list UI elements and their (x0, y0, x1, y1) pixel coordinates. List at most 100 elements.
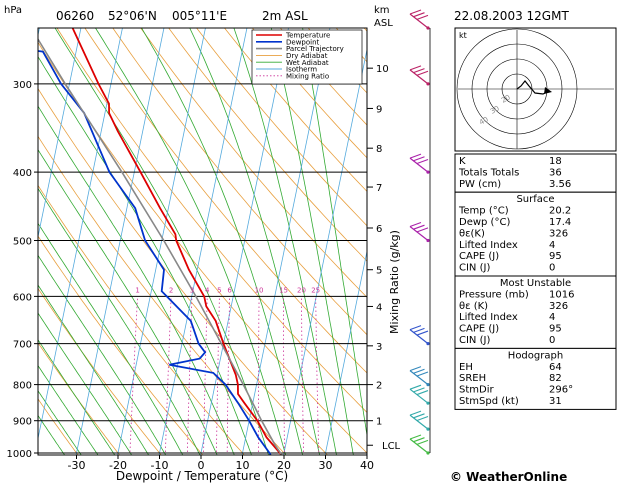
indices-top-row-value: 36 (549, 167, 562, 178)
height-tick-label: 1 (376, 417, 382, 428)
wind-barb (409, 221, 430, 243)
wet-adiabat-line (302, 28, 367, 438)
temperature-axis: -30 -20 -10 0 10 20 30 40 (68, 455, 374, 472)
wind-barb-base (426, 82, 430, 86)
series-parcel-trajectory (38, 37, 283, 455)
dry-adiabats (38, 28, 367, 455)
most-unstable-title: Most Unstable (500, 278, 571, 289)
wind-barb-feather (409, 9, 422, 15)
wind-barb-feather (409, 384, 422, 390)
temperature-tick-label: -20 (109, 459, 127, 472)
wet-adiabat-line (38, 312, 133, 455)
wet-adiabat-line (38, 364, 99, 455)
wet-adiabat-line (38, 414, 66, 455)
wet-adiabat-line (38, 222, 184, 455)
wind-barb-feather (416, 390, 429, 396)
hodograph-trace (516, 80, 550, 95)
dry-adiabat-line (38, 342, 121, 455)
isotherm-line (0, 15, 1, 467)
wind-barb-feather (409, 221, 422, 228)
series-dewpoint (38, 50, 272, 455)
height-tick-label: 9 (376, 104, 382, 115)
temperature-tick-label: 20 (277, 459, 291, 472)
isotherm-line (200, 28, 289, 455)
wind-barb-staff (409, 69, 429, 85)
most-unstable-box (454, 275, 617, 349)
surface-row-value: 4 (549, 240, 555, 251)
indices-top-row-label: PW (cm) (459, 179, 501, 190)
wind-barb-feather (416, 227, 429, 233)
mixing-ratio-axis-label: Mixing Ratio (g/kg) (388, 230, 401, 334)
surface-row-value: 0 (549, 263, 555, 274)
height-axis: 10 9 8 7 6 5 4 3 2 1 LCL (367, 64, 401, 452)
station-elevation: 2m ASL (262, 9, 308, 23)
isotherm-line (38, 28, 123, 441)
wind-barb-feather (413, 327, 425, 333)
hodograph-frame (454, 27, 617, 152)
wind-barb-feather (413, 12, 425, 18)
height-tick-label: 3 (376, 342, 382, 353)
plot-background (38, 28, 367, 455)
wind-barb-staff (409, 226, 429, 241)
most-unstable-row-value: 95 (549, 324, 562, 335)
height-tick-label: 2 (376, 381, 382, 392)
legend-label: Dry Adiabat (286, 52, 328, 60)
dry-adiabat-line (38, 87, 328, 455)
height-unit-bottom: ASL (374, 18, 393, 29)
wet-adiabat-line (38, 390, 82, 455)
surface-row-label: CAPE (J) (459, 251, 499, 262)
wind-barb-feather (409, 65, 422, 71)
wet-adiabats (38, 28, 367, 455)
wind-barb (409, 325, 430, 346)
wind-barb-base (426, 170, 430, 174)
isobars (38, 83, 367, 454)
pressure-tick-label: 1000 (7, 449, 32, 460)
wind-barb-feather (413, 156, 425, 162)
dry-adiabat-line (56, 28, 367, 413)
surface-row-value: 20.2 (549, 206, 571, 217)
wind-barb (409, 153, 430, 174)
wind-barb-base (426, 342, 430, 346)
wind-barb-feather (409, 434, 422, 440)
most-unstable-row-label: θε (K) (459, 301, 488, 312)
wind-barb-staff (409, 388, 429, 404)
isotherm-line (324, 249, 367, 455)
mixing-ratio-label: 1 (135, 286, 139, 294)
surface-row-label: Temp (°C) (458, 206, 509, 217)
most-unstable-row-label: Pressure (mb) (459, 289, 529, 300)
dry-adiabat-line (38, 41, 367, 454)
dry-adiabat-line (196, 28, 367, 227)
hodograph-params-title: Hodograph (508, 350, 563, 361)
wind-barb-feather (409, 325, 422, 331)
wind-barb-feather (416, 439, 429, 445)
most-unstable-row-value: 0 (549, 335, 555, 346)
wind-barb-staff (409, 370, 429, 386)
mixing-ratio-label: 20 (297, 286, 306, 294)
pressure-tick-label: 500 (13, 237, 32, 248)
pressure-unit: hPa (4, 5, 22, 16)
wind-barb-feather (409, 366, 422, 372)
wet-adiabat-line (270, 28, 354, 455)
wind-profile (409, 9, 431, 455)
hodograph-params-row-value: 64 (549, 362, 562, 373)
indices-top-row-label: K (459, 156, 466, 167)
dry-adiabat-line (38, 287, 162, 455)
mixing-ratio-label: 15 (279, 286, 288, 294)
hodograph-params-box (454, 347, 617, 410)
surface-row-value: 17.4 (549, 217, 571, 228)
indices-top-row-value: 3.56 (549, 179, 571, 190)
temperature-tick-label: 0 (198, 459, 205, 472)
wind-barb-feather (416, 371, 429, 377)
wind-barb-feather (413, 437, 425, 443)
temperature-tick-label: -10 (151, 459, 169, 472)
wind-barb-feather (416, 70, 429, 76)
wind-barb (409, 434, 430, 455)
wet-adiabat-line (95, 28, 287, 455)
hodograph-ring-label: 40 (478, 115, 490, 126)
wet-adiabat-line (38, 55, 252, 455)
series-temperature (71, 28, 283, 455)
mixing-ratio-labels: 1 2 3 4 5 6 10 15 20 25 (135, 286, 320, 294)
